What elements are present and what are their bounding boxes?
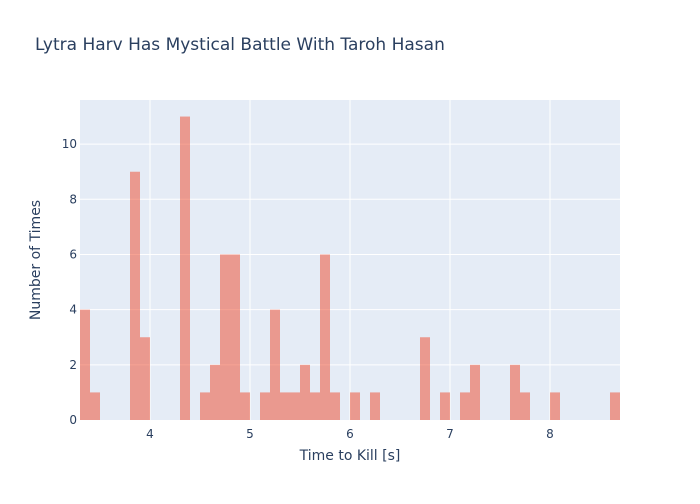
y-tick-label: 8 <box>69 192 77 206</box>
histogram-bar[interactable] <box>270 309 280 420</box>
histogram-bars <box>80 116 620 420</box>
histogram-bar[interactable] <box>420 337 430 420</box>
histogram-bar[interactable] <box>370 392 380 420</box>
histogram-bar[interactable] <box>220 254 230 420</box>
histogram-bar[interactable] <box>330 392 340 420</box>
y-axis-title: Number of Times <box>28 200 44 320</box>
histogram-bar[interactable] <box>610 392 620 420</box>
x-tick-label: 7 <box>446 427 454 441</box>
y-tick-label: 2 <box>69 358 77 372</box>
histogram-bar[interactable] <box>510 364 520 420</box>
histogram-bar[interactable] <box>520 392 530 420</box>
histogram-bar[interactable] <box>200 392 210 420</box>
histogram-bar[interactable] <box>90 392 100 420</box>
x-tick-label: 8 <box>546 427 554 441</box>
histogram-bar[interactable] <box>320 254 330 420</box>
y-tick-label: 4 <box>69 303 77 317</box>
histogram-bar[interactable] <box>130 171 140 420</box>
histogram-bar[interactable] <box>80 309 90 420</box>
histogram-bar[interactable] <box>350 392 360 420</box>
y-tick-label: 6 <box>69 247 77 261</box>
histogram-bar[interactable] <box>440 392 450 420</box>
x-tick-label: 4 <box>146 427 154 441</box>
x-tick-label: 5 <box>246 427 254 441</box>
grid-lines <box>80 100 620 420</box>
histogram-bar[interactable] <box>280 392 290 420</box>
histogram-bar[interactable] <box>290 392 300 420</box>
x-tick-label: 6 <box>346 427 354 441</box>
histogram-bar[interactable] <box>180 116 190 420</box>
x-axis-ticks: 4 5 6 7 8 <box>146 427 554 441</box>
histogram-bar[interactable] <box>470 364 480 420</box>
histogram-bar[interactable] <box>140 337 150 420</box>
histogram-bar[interactable] <box>310 392 320 420</box>
histogram-bar[interactable] <box>210 364 220 420</box>
histogram-bar[interactable] <box>240 392 250 420</box>
y-axis-ticks: 0 2 4 6 8 10 <box>62 137 77 427</box>
histogram-bar[interactable] <box>260 392 270 420</box>
histogram-bar[interactable] <box>460 392 470 420</box>
histogram-bar[interactable] <box>230 254 240 420</box>
chart-title: Lytra Harv Has Mystical Battle With Taro… <box>35 35 445 55</box>
histogram-bar[interactable] <box>550 392 560 420</box>
y-tick-label: 0 <box>69 413 77 427</box>
histogram-bar[interactable] <box>300 364 310 420</box>
x-axis-title: Time to Kill [s] <box>299 448 401 464</box>
y-tick-label: 10 <box>62 137 77 151</box>
